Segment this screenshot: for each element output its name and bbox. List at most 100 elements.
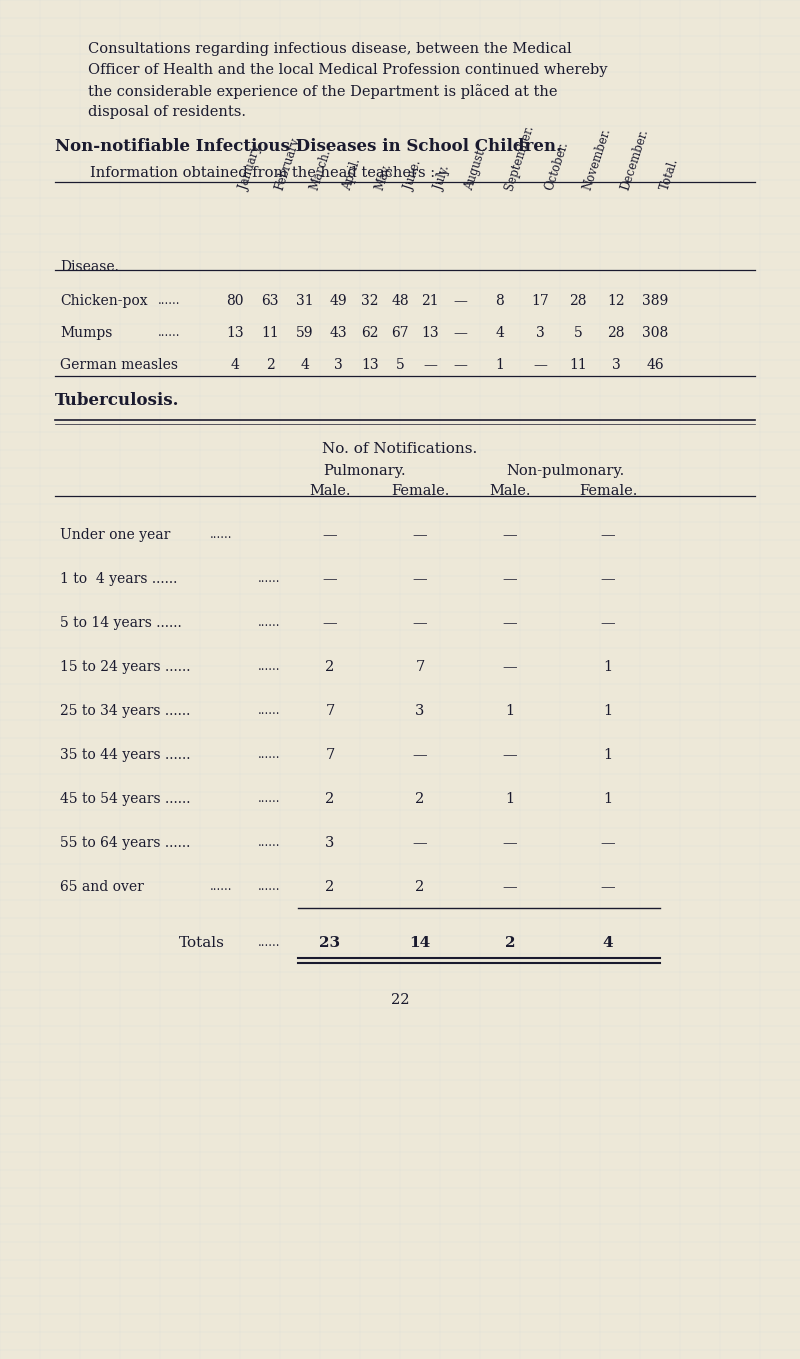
Text: ......: ...... [258,704,281,718]
Text: —: — [601,572,615,586]
Text: 2: 2 [415,792,425,806]
Text: 21: 21 [421,294,439,308]
Text: Consultations regarding infectious disease, between the Medical: Consultations regarding infectious disea… [88,42,572,56]
Text: ......: ...... [258,660,281,673]
Text: ......: ...... [158,294,181,307]
Text: 43: 43 [329,326,347,340]
Text: ......: ...... [258,572,281,584]
Text: —: — [601,836,615,849]
Text: 389: 389 [642,294,668,308]
Text: —: — [502,616,518,631]
Text: August.: August. [463,145,490,192]
Text: 308: 308 [642,326,668,340]
Text: July.: July. [433,164,453,192]
Text: 5: 5 [396,357,404,372]
Text: Male.: Male. [310,484,350,497]
Text: —: — [502,747,518,762]
Text: 5 to 14 years ......: 5 to 14 years ...... [60,616,182,631]
Text: September.: September. [503,124,537,192]
Text: 35 to 44 years ......: 35 to 44 years ...... [60,747,190,762]
Text: Non-pulmonary.: Non-pulmonary. [506,463,624,478]
Text: 2: 2 [326,881,334,894]
Text: —: — [423,357,437,372]
Text: 32: 32 [362,294,378,308]
Text: 45 to 54 years ......: 45 to 54 years ...... [60,792,190,806]
Text: 65 and over: 65 and over [60,881,144,894]
Text: 3: 3 [536,326,544,340]
Text: 15 to 24 years ......: 15 to 24 years ...... [60,660,190,674]
Text: 1: 1 [506,704,514,718]
Text: 13: 13 [361,357,379,372]
Text: June.: June. [403,159,425,192]
Text: 1: 1 [603,704,613,718]
Text: 7: 7 [326,747,334,762]
Text: January.: January. [238,143,266,192]
Text: ......: ...... [158,326,181,338]
Text: 63: 63 [262,294,278,308]
Text: —: — [322,572,338,586]
Text: ......: ...... [210,529,233,541]
Text: —: — [322,529,338,542]
Text: Female.: Female. [391,484,449,497]
Text: 25 to 34 years ......: 25 to 34 years ...... [60,704,190,718]
Text: 13: 13 [421,326,439,340]
Text: Pulmonary.: Pulmonary. [324,463,406,478]
Text: the considerable experience of the Department is plãced at the: the considerable experience of the Depar… [88,84,558,99]
Text: 8: 8 [496,294,504,308]
Text: 17: 17 [531,294,549,308]
Text: —: — [502,529,518,542]
Text: 4: 4 [230,357,239,372]
Text: 11: 11 [569,357,587,372]
Text: —: — [533,357,547,372]
Text: 28: 28 [607,326,625,340]
Text: —: — [601,529,615,542]
Text: 11: 11 [261,326,279,340]
Text: —: — [502,572,518,586]
Text: —: — [453,294,467,308]
Text: 4: 4 [301,357,310,372]
Text: Tuberculosis.: Tuberculosis. [55,391,179,409]
Text: 1: 1 [603,792,613,806]
Text: Totals: Totals [179,936,225,950]
Text: May.: May. [373,162,394,192]
Text: Information obtained from the head teachers :—: Information obtained from the head teach… [90,166,450,179]
Text: 1: 1 [495,357,505,372]
Text: 48: 48 [391,294,409,308]
Text: —: — [601,616,615,631]
Text: —: — [413,572,427,586]
Text: 7: 7 [415,660,425,674]
Text: German measles: German measles [60,357,178,372]
Text: —: — [502,836,518,849]
Text: —: — [413,616,427,631]
Text: ......: ...... [258,881,281,893]
Text: 3: 3 [326,836,334,849]
Text: 2: 2 [326,660,334,674]
Text: Non-notifiable Infectious Diseases in School Children.: Non-notifiable Infectious Diseases in Sc… [55,139,562,155]
Text: 22: 22 [390,993,410,1007]
Text: 7: 7 [326,704,334,718]
Text: 49: 49 [329,294,347,308]
Text: Total.: Total. [658,156,681,192]
Text: —: — [322,616,338,631]
Text: 4: 4 [495,326,505,340]
Text: 1: 1 [603,660,613,674]
Text: ......: ...... [210,881,233,893]
Text: —: — [413,836,427,849]
Text: 3: 3 [334,357,342,372]
Text: ......: ...... [258,792,281,805]
Text: Female.: Female. [579,484,637,497]
Text: 5: 5 [574,326,582,340]
Text: —: — [413,529,427,542]
Text: —: — [413,747,427,762]
Text: 55 to 64 years ......: 55 to 64 years ...... [60,836,190,849]
Text: ......: ...... [258,936,281,949]
Text: Officer of Health and the local Medical Profession continued whereby: Officer of Health and the local Medical … [88,63,607,77]
Text: 23: 23 [319,936,341,950]
Text: 2: 2 [266,357,274,372]
Text: 31: 31 [296,294,314,308]
Text: —: — [502,881,518,894]
Text: Male.: Male. [490,484,530,497]
Text: disposal of residents.: disposal of residents. [88,105,246,120]
Text: ......: ...... [258,836,281,849]
Text: February.: February. [273,135,303,192]
